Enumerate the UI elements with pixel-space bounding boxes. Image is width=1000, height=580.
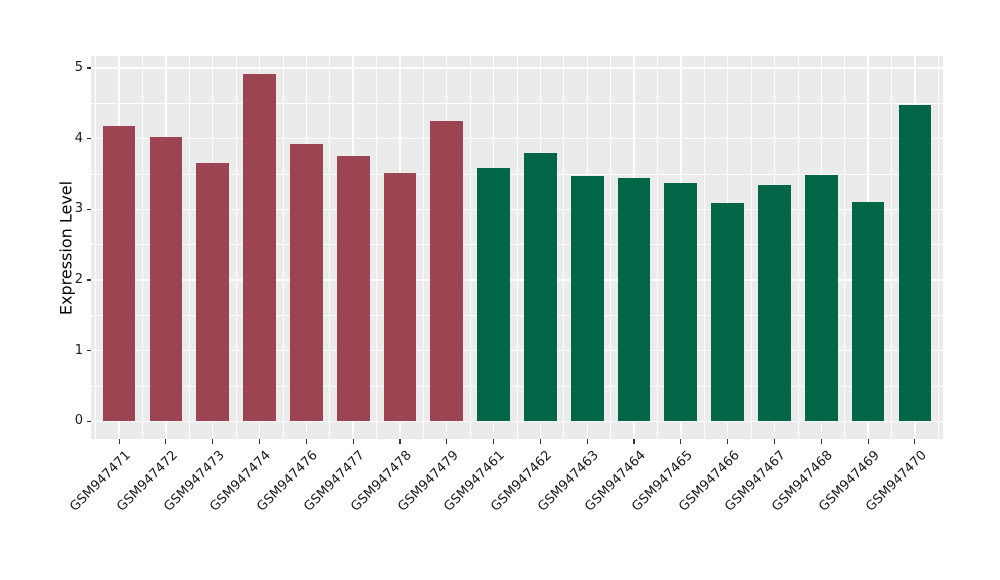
y-tick-mark — [86, 350, 91, 352]
bar-GSM947479 — [430, 121, 464, 422]
gridline-major-h — [91, 420, 943, 423]
x-tick-mark — [165, 439, 167, 444]
y-tick-label: 2 — [74, 272, 83, 287]
gridline-major-h — [91, 279, 943, 281]
bar-GSM947474 — [243, 73, 276, 422]
bar-GSM947464 — [617, 177, 651, 422]
y-tick-mark — [86, 208, 91, 210]
x-tick-mark — [446, 439, 448, 444]
gridline-minor-v — [797, 56, 799, 439]
gridline-minor-v — [376, 56, 377, 439]
gridline-minor-v — [703, 56, 705, 439]
gridline-minor-v — [891, 56, 892, 439]
x-tick-mark — [820, 439, 822, 444]
gridline-minor-v — [95, 56, 97, 439]
bar-GSM947477 — [336, 155, 370, 422]
x-tick-mark — [258, 439, 261, 444]
y-tick-mark — [86, 67, 91, 69]
bar-GSM947471 — [102, 125, 136, 422]
x-tick-mark — [773, 439, 776, 444]
gridline-minor-v — [329, 56, 331, 439]
gridline-minor-v — [235, 56, 237, 439]
x-tick-mark — [212, 439, 214, 444]
y-tick-label: 5 — [74, 60, 83, 75]
gridline-major-h — [91, 137, 943, 140]
y-tick-mark — [86, 279, 91, 281]
gridline-major-h — [91, 67, 943, 69]
y-tick-mark — [86, 138, 91, 140]
x-tick-mark — [914, 439, 916, 444]
x-tick-mark — [118, 439, 120, 444]
gridline-minor-v — [516, 56, 518, 439]
bar-GSM947472 — [149, 137, 183, 422]
bar-GSM947461 — [477, 167, 510, 422]
x-tick-mark — [305, 439, 307, 444]
y-axis-title: Expression Level — [56, 180, 76, 315]
x-tick-mark — [680, 439, 682, 444]
y-tick-mark — [86, 420, 91, 422]
bar-GSM947473 — [196, 163, 230, 422]
y-tick-label: 0 — [74, 413, 83, 429]
gridline-major-h — [91, 349, 943, 352]
x-tick-mark — [539, 439, 541, 444]
plot-panel — [91, 56, 943, 439]
x-tick-mark — [399, 439, 401, 444]
bar-GSM947463 — [570, 176, 604, 422]
bar-GSM947470 — [898, 105, 932, 422]
gridline-major-h — [91, 208, 943, 211]
gridline-minor-v — [423, 56, 424, 439]
x-tick-mark — [586, 439, 588, 444]
bar-GSM947469 — [851, 202, 885, 422]
bar-GSM947476 — [289, 143, 323, 422]
gridline-minor-v — [750, 56, 752, 439]
gridline-minor-v — [844, 56, 846, 439]
gridline-minor-v — [188, 56, 190, 439]
y-tick-label: 3 — [74, 201, 83, 217]
bar-GSM947466 — [711, 202, 745, 422]
gridline-minor-v — [142, 56, 143, 439]
bar-GSM947468 — [804, 174, 838, 422]
y-tick-label: 4 — [74, 130, 83, 146]
gridline-minor-v — [469, 56, 471, 439]
gridline-minor-v — [610, 56, 611, 439]
bar-GSM947465 — [664, 183, 698, 422]
bar-GSM947462 — [524, 152, 557, 422]
gridline-minor-v — [282, 56, 284, 439]
bar-GSM947478 — [383, 173, 417, 422]
x-tick-mark — [352, 439, 354, 444]
x-tick-mark — [633, 439, 635, 444]
gridline-minor-v — [937, 56, 939, 439]
gridline-minor-v — [563, 56, 565, 439]
gridline-minor-v — [657, 56, 658, 439]
x-tick-mark — [727, 439, 729, 444]
x-tick-mark — [867, 439, 869, 444]
x-tick-mark — [493, 439, 495, 444]
bar-GSM947467 — [758, 184, 791, 422]
y-tick-label: 1 — [74, 342, 83, 358]
